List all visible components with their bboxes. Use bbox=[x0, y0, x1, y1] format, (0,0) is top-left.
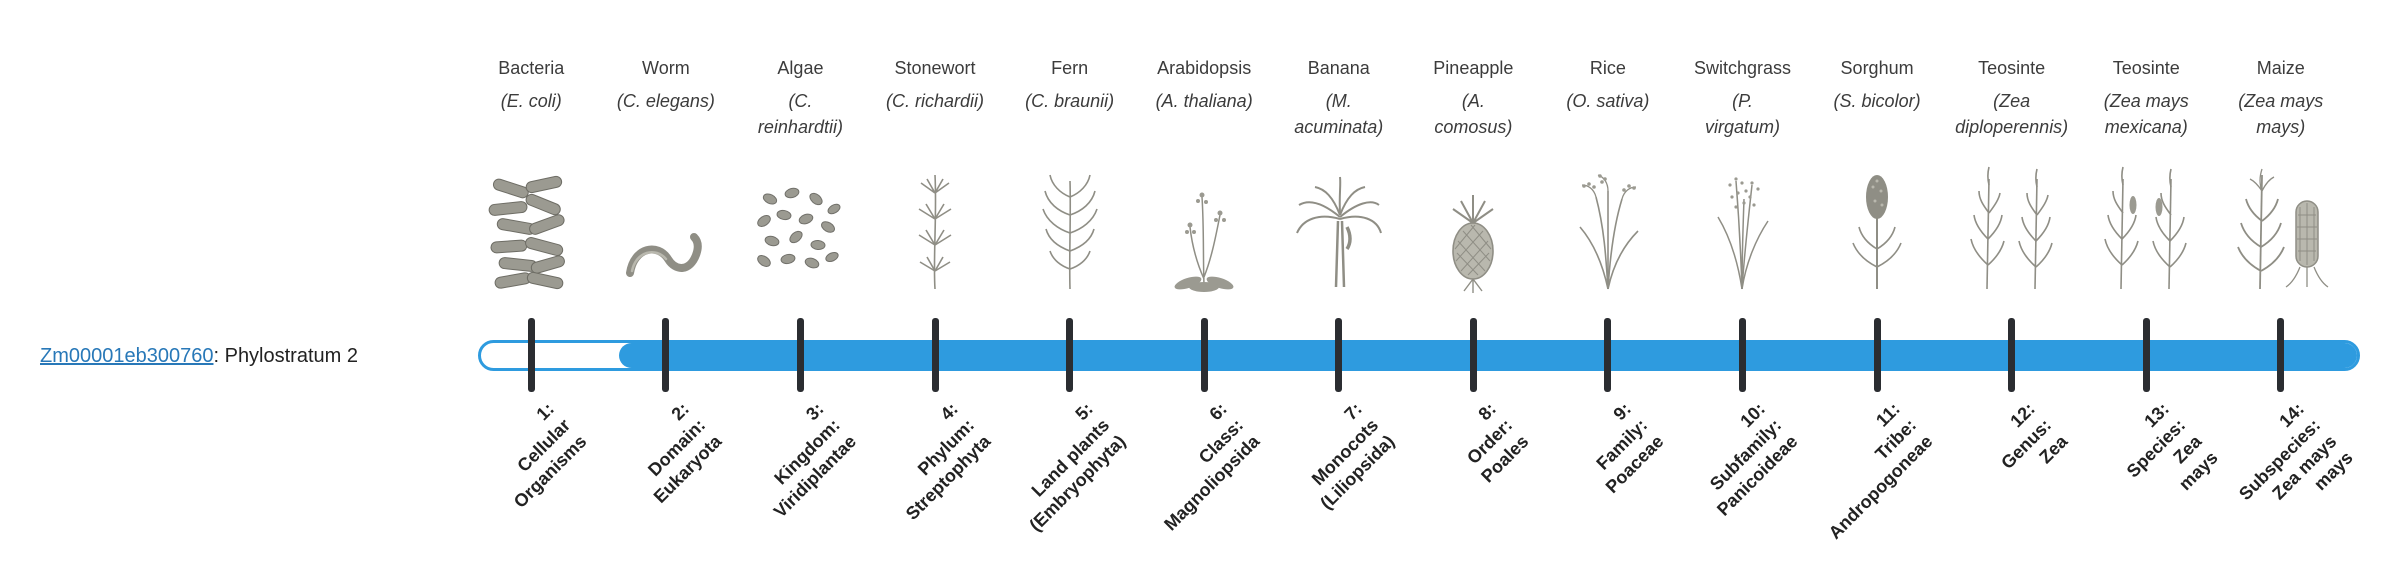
organism-common-name: Banana bbox=[1307, 58, 1370, 78]
organism-scientific-name: (A. comosus) bbox=[1434, 91, 1513, 138]
organism-common-name: Algae bbox=[777, 58, 824, 78]
stratum-rank-label: 7: Monocots (Liliopsida) bbox=[1307, 398, 1399, 514]
stratum-rank-label: 12: Genus: Zea bbox=[1996, 398, 2072, 473]
timeline-tick-mark bbox=[1335, 318, 1343, 392]
organism-common-name: Teosinte bbox=[1978, 58, 2046, 78]
organism-common-name: Arabidopsis bbox=[1157, 58, 1252, 78]
algae-icon bbox=[733, 145, 868, 305]
organism-common-name: Sorghum bbox=[1840, 58, 1914, 78]
timeline-tick-mark bbox=[1738, 318, 1746, 392]
timeline-tick-mark bbox=[2277, 318, 2285, 392]
gene-phylostratum-label: Zm00001eb300760: Phylostratum 2 bbox=[40, 345, 358, 368]
stratum-rank-label: 8: Order: Poales bbox=[1463, 398, 1533, 487]
maize-icon bbox=[2214, 145, 2349, 305]
worm-icon bbox=[599, 145, 734, 305]
phylostrata-bar-fill bbox=[619, 343, 2357, 368]
stratum-column: Worm (C. elegans) 2: Domain: Eukaryota bbox=[599, 0, 734, 580]
stratum-rank-label: 3: Kingdom: Viridiplantae bbox=[769, 398, 860, 522]
stratum-column: Teosinte (Zea diploperennis) 12: Genus: … bbox=[1944, 0, 2079, 580]
organism-common-name: Maize bbox=[2256, 58, 2305, 78]
organism-scientific-name: (Zea mays mexicana) bbox=[2103, 91, 2189, 138]
organism-scientific-name: (C. elegans) bbox=[616, 91, 715, 111]
organism-common-name: Worm bbox=[642, 58, 690, 78]
timeline-tick-mark bbox=[2142, 318, 2150, 392]
stratum-column: Banana (M. acuminata) 7: Monocots (Lilio… bbox=[1271, 0, 1406, 580]
organism-common-name: Pineapple bbox=[1433, 58, 1514, 78]
phylostratum-text: : Phylostratum 2 bbox=[213, 345, 358, 367]
organism-common-name: Rice bbox=[1589, 58, 1626, 78]
teosinte-diploperennis-icon bbox=[1944, 145, 2079, 305]
stratum-rank-label: 11: Tribe: Andropogoneae bbox=[1824, 398, 1937, 544]
organism-scientific-name: (C. richardii) bbox=[886, 91, 985, 111]
stratum-rank-label: 4: Phylum: Streptophyta bbox=[901, 398, 995, 524]
stratum-column: Bacteria (E. coli) 1: Cellular Organisms bbox=[464, 0, 599, 580]
stratum-column: Arabidopsis (A. thaliana) 6: Class: Magn… bbox=[1137, 0, 1272, 580]
stratum-rank-label: 5: Land plants (Embryophyta) bbox=[1025, 398, 1130, 536]
stratum-column: Pineapple (A. comosus) 8: Order: Poales bbox=[1406, 0, 1541, 580]
organism-scientific-name: (S. bicolor) bbox=[1833, 91, 1921, 111]
rice-icon bbox=[1541, 145, 1676, 305]
timeline-tick-mark bbox=[2008, 318, 2016, 392]
timeline-tick-mark bbox=[1873, 318, 1881, 392]
stratum-rank-label: 13: Species: Zea mays bbox=[2122, 398, 2222, 495]
stratum-column: Algae (C. reinhardtii) 3: Kingdom: Virid… bbox=[733, 0, 868, 580]
stratum-column: Switchgrass (P. virgatum) 10: Subfamily:… bbox=[1675, 0, 1810, 580]
organism-scientific-name: (Zea diploperennis) bbox=[1955, 91, 2069, 138]
gene-id-link[interactable]: Zm00001eb300760 bbox=[40, 345, 214, 367]
stratum-rank-label: 10: Subfamily: Panicoideae bbox=[1706, 398, 1802, 520]
arabidopsis-icon bbox=[1137, 145, 1272, 305]
stratum-column: Rice (O. sativa) 9: Family: Poaceae bbox=[1541, 0, 1676, 580]
stratum-column: Teosinte (Zea mays mexicana) 13: Species… bbox=[2079, 0, 2222, 580]
timeline-tick-mark bbox=[796, 318, 804, 392]
stratum-rank-label: 2: Domain: Eukaryota bbox=[643, 398, 726, 507]
stonewort-icon bbox=[868, 145, 1003, 305]
organism-scientific-name: (P. virgatum) bbox=[1704, 91, 1780, 138]
organism-scientific-name: (M. acuminata) bbox=[1294, 91, 1384, 138]
organism-common-name: Bacteria bbox=[498, 58, 565, 78]
stratum-column: Maize (Zea mays mays) 14: Subspecies: Ze… bbox=[2214, 0, 2357, 580]
fern-icon bbox=[1002, 145, 1137, 305]
organism-scientific-name: (A. thaliana) bbox=[1155, 91, 1253, 111]
switchgrass-icon bbox=[1675, 145, 1810, 305]
organism-common-name: Teosinte bbox=[2112, 58, 2180, 78]
stratum-column: Stonewort (C. richardii) 4: Phylum: Stre… bbox=[868, 0, 1003, 580]
organism-common-name: Fern bbox=[1051, 58, 1089, 78]
organism-scientific-name: (Zea mays mays) bbox=[2238, 91, 2324, 138]
stratum-column: Fern (C. braunii) 5: Land plants (Embryo… bbox=[1002, 0, 1137, 580]
timeline-tick-mark bbox=[1200, 318, 1208, 392]
organism-common-name: Stonewort bbox=[894, 58, 976, 78]
timeline-tick-mark bbox=[1469, 318, 1477, 392]
timeline-tick-mark bbox=[1604, 318, 1612, 392]
stratum-rank-label: 14: Subspecies: Zea mays mays bbox=[2234, 398, 2357, 505]
timeline-tick-mark bbox=[1066, 318, 1074, 392]
bacteria-icon bbox=[464, 145, 599, 305]
timeline-tick-mark bbox=[931, 318, 939, 392]
phylostrata-timeline-bar bbox=[478, 340, 2360, 371]
stratum-rank-label: 1: Cellular Organisms bbox=[510, 398, 591, 512]
stratum-rank-label: 9: Family: Poaceae bbox=[1592, 398, 1668, 498]
organism-scientific-name: (O. sativa) bbox=[1566, 91, 1650, 111]
organism-scientific-name: (C. braunii) bbox=[1025, 91, 1115, 111]
stratum-column: Sorghum (S. bicolor) 11: Tribe: Andropog… bbox=[1810, 0, 1945, 580]
organism-common-name: Switchgrass bbox=[1693, 58, 1791, 78]
timeline-tick-mark bbox=[527, 318, 535, 392]
stratum-rank-label: 6: Class: Magnoliopsida bbox=[1160, 398, 1264, 535]
strata-columns: Bacteria (E. coli) 1: Cellular Organisms… bbox=[464, 0, 2357, 580]
sorghum-icon bbox=[1810, 145, 1945, 305]
banana-icon bbox=[1271, 145, 1406, 305]
organism-scientific-name: (C. reinhardtii) bbox=[757, 91, 843, 138]
teosinte-mexicana-icon bbox=[2079, 145, 2214, 305]
organism-scientific-name: (E. coli) bbox=[500, 91, 562, 111]
timeline-tick-mark bbox=[662, 318, 670, 392]
pineapple-icon bbox=[1406, 145, 1541, 305]
